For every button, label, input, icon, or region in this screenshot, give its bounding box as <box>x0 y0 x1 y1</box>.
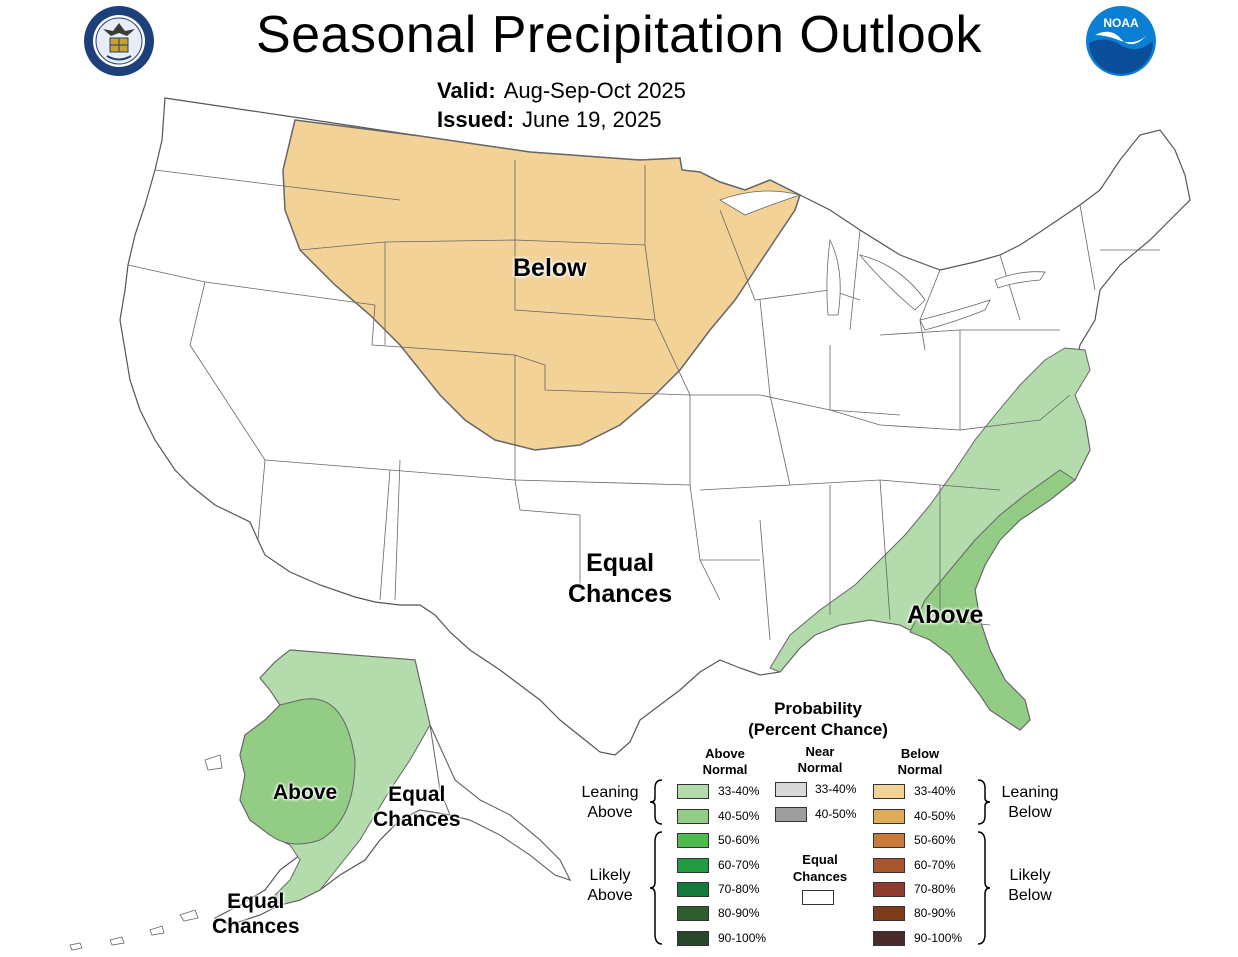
legend-swatch-below-50-60 <box>873 833 905 848</box>
below-header-line2: Normal <box>897 762 943 777</box>
legend-label-below-60-70: 60-70% <box>914 858 956 872</box>
issued-label: Issued: <box>437 107 515 132</box>
alaska-east-equal-line2: Chances <box>373 808 461 831</box>
brace-leaning-below <box>977 779 991 825</box>
above-header-line1: Above <box>705 746 745 761</box>
near-header-line2: Normal <box>797 760 843 775</box>
brace-likely-below <box>977 831 991 945</box>
legend-swatch-above-80-90 <box>677 906 709 921</box>
legend-likely-above-label: Likely Above <box>570 866 650 906</box>
legend-leaning-below-label: Leaning Below <box>990 783 1070 823</box>
alaska-above-likely-region <box>239 698 356 845</box>
state-boundaries <box>127 160 1160 641</box>
noaa-logo-text: NOAA <box>1103 16 1139 30</box>
legend-equal-chances-label: Equal Chances <box>780 851 860 885</box>
below-header-line1: Below <box>900 746 940 761</box>
commerce-seal-logo <box>84 6 154 76</box>
above-header-line2: Normal <box>702 762 748 777</box>
conus-equal-chances-label: Equal Chances <box>568 548 672 610</box>
alaska-east-equal-line1: Equal <box>388 783 446 806</box>
legend-swatch-below-70-80 <box>873 882 905 897</box>
legend-swatch-above-90-100 <box>677 931 709 946</box>
legend-label-above-50-60: 50-60% <box>718 833 760 847</box>
legend-likely-below-label: Likely Below <box>990 866 1070 906</box>
valid-period: Valid: Aug-Sep-Oct 2025 <box>437 78 686 104</box>
likely-above-line2: Above <box>587 887 633 904</box>
near-header-line1: Near <box>805 744 835 759</box>
legend-label-below-40-50: 40-50% <box>914 809 956 823</box>
legend-above-header: Above Normal <box>685 746 765 778</box>
legend-near-header: Near Normal <box>780 744 860 776</box>
below-region-label: Below <box>513 254 587 282</box>
legend-label-near-40-50: 40-50% <box>815 807 857 821</box>
likely-below-line1: Likely <box>1009 867 1051 884</box>
legend-label-above-90-100: 90-100% <box>718 931 767 945</box>
leaning-above-line2: Above <box>587 804 633 821</box>
legend-label-below-70-80: 70-80% <box>914 882 956 896</box>
issued-value: June 19, 2025 <box>522 107 662 132</box>
leaning-below-line2: Below <box>1008 804 1052 821</box>
alaska-equal-chances-southwest-label: Equal Chances <box>212 889 300 939</box>
legend-label-above-80-90: 80-90% <box>718 906 760 920</box>
legend-swatch-above-60-70 <box>677 858 709 873</box>
leaning-below-line1: Leaning <box>1001 784 1059 801</box>
legend-title: Probability (Percent Chance) <box>718 698 918 740</box>
legend-leaning-above-label: Leaning Above <box>570 783 650 823</box>
legend-swatch-above-50-60 <box>677 833 709 848</box>
legend-swatch-below-90-100 <box>873 931 905 946</box>
southeast-above-label: Above <box>907 601 984 629</box>
legend-label-above-40-50: 40-50% <box>718 809 760 823</box>
likely-above-line1: Likely <box>589 867 631 884</box>
alaska-sw-equal-line2: Chances <box>212 915 300 938</box>
legend-label-below-90-100: 90-100% <box>914 931 963 945</box>
legend-title-line2: (Percent Chance) <box>748 720 888 739</box>
brace-leaning-above <box>649 779 663 825</box>
conus-equal-line2: Chances <box>568 580 673 608</box>
great-lakes <box>719 190 1046 331</box>
alaska-above-label: Above <box>273 781 338 804</box>
map-title: Seasonal Precipitation Outlook <box>255 6 983 64</box>
legend-swatch-equal-chances <box>802 890 834 905</box>
aleutian-islands <box>69 754 223 951</box>
likely-below-line2: Below <box>1008 887 1052 904</box>
valid-value: Aug-Sep-Oct 2025 <box>503 78 686 103</box>
legend-swatch-below-40-50 <box>873 809 905 824</box>
conus-equal-line1: Equal <box>586 549 655 577</box>
legend-swatch-below-80-90 <box>873 906 905 921</box>
legend-equal-line1: Equal <box>802 852 838 867</box>
legend-label-above-60-70: 60-70% <box>718 858 760 872</box>
legend-equal-line2: Chances <box>792 869 848 884</box>
legend-swatch-near-40-50 <box>775 807 807 822</box>
alaska-equal-chances-east-label: Equal Chances <box>373 782 461 832</box>
legend-label-below-50-60: 50-60% <box>914 833 956 847</box>
legend-label-above-33-40: 33-40% <box>718 784 760 798</box>
legend-swatch-above-70-80 <box>677 882 709 897</box>
issued-date: Issued: June 19, 2025 <box>437 107 662 133</box>
legend-label-above-70-80: 70-80% <box>718 882 760 896</box>
legend-label-below-33-40: 33-40% <box>914 784 956 798</box>
brace-likely-above <box>649 831 663 945</box>
legend-swatch-below-33-40 <box>873 784 905 799</box>
legend-below-header: Below Normal <box>880 746 960 778</box>
valid-label: Valid: <box>437 78 496 103</box>
legend-label-below-80-90: 80-90% <box>914 906 956 920</box>
above-likely-region <box>909 469 1076 731</box>
legend-swatch-above-40-50 <box>677 809 709 824</box>
alaska-panhandle <box>429 724 571 881</box>
legend-swatch-below-60-70 <box>873 858 905 873</box>
below-normal-region <box>282 119 801 451</box>
legend-swatch-above-33-40 <box>677 784 709 799</box>
legend-label-near-33-40: 33-40% <box>815 782 857 796</box>
legend-swatch-near-33-40 <box>775 782 807 797</box>
alaska-sw-equal-line1: Equal <box>227 890 285 913</box>
noaa-logo: NOAA <box>1086 6 1156 76</box>
legend-title-line1: Probability <box>774 699 862 718</box>
leaning-above-line1: Leaning <box>581 784 639 801</box>
